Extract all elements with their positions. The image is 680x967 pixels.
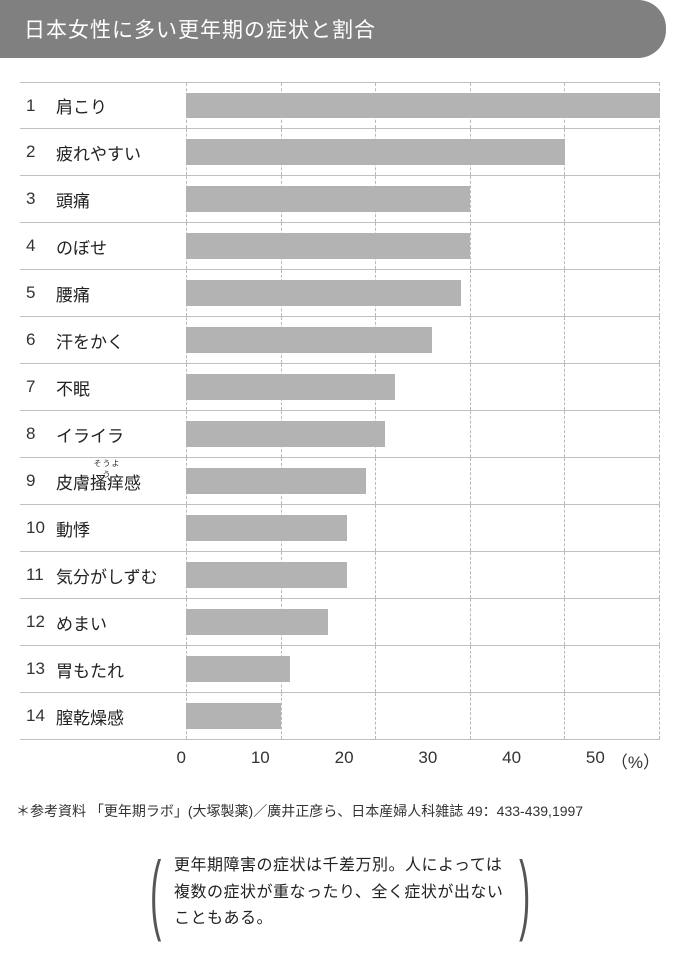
bar-zone [186,693,660,739]
paren-right-icon: ) [519,849,530,937]
bar-zone [186,317,660,363]
row-label: 肩こり [56,93,186,118]
bar-zone [186,223,660,269]
row-rank: 11 [20,565,56,585]
note-text: 更年期障害の症状は千差万別。人によっては複数の症状が重なったり、全く症状が出ない… [170,853,510,932]
row-label: 腰痛 [56,281,186,306]
bar-zone [186,129,660,175]
row-rank: 13 [20,659,56,679]
bar [186,703,281,729]
row-label: めまい [56,610,186,635]
table-row: 5腰痛 [20,270,660,317]
bar [186,186,470,212]
row-label: 皮膚そうよう搔痒感 [56,469,186,494]
bar-zone [186,83,660,128]
row-rank: 1 [20,96,56,116]
row-rank: 10 [20,518,56,538]
bar-zone [186,270,660,316]
table-row: 10動悸 [20,505,660,552]
bar [186,562,347,588]
row-rank: 6 [20,330,56,350]
row-rank: 4 [20,236,56,256]
row-rank: 3 [20,189,56,209]
row-rank: 5 [20,283,56,303]
bar [186,656,290,682]
row-label: 気分がしずむ [56,563,186,588]
bar [186,468,366,494]
table-row: 12めまい [20,599,660,646]
footnote: ＊参考資料 「更年期ラボ」(大塚製薬)／廣井正彦ら、日本産婦人科雑誌 49：43… [0,773,680,839]
x-axis-unit: （%） [605,748,660,773]
bar [186,374,395,400]
bar [186,421,385,447]
table-row: 2疲れやすい [20,129,660,176]
row-rank: 7 [20,377,56,397]
paren-left-icon: ( [150,849,161,937]
bar-zone [186,599,660,645]
row-rank: 9 [20,471,56,491]
table-row: 6汗をかく [20,317,660,364]
x-axis: 01020304050 （%） [20,740,660,773]
row-label: 胃もたれ [56,657,186,682]
row-rank: 8 [20,424,56,444]
chart-title: 日本女性に多い更年期の症状と割合 [0,0,666,58]
table-row: 13胃もたれ [20,646,660,693]
table-row: 1肩こり [20,82,660,129]
bar [186,280,461,306]
row-label: 汗をかく [56,328,186,353]
table-row: 11気分がしずむ [20,552,660,599]
note-box: ( 更年期障害の症状は千差万別。人によっては複数の症状が重なったり、全く症状が出… [0,839,680,967]
bar-zone [186,458,660,504]
row-label: 疲れやすい [56,140,186,165]
row-label: イライラ [56,422,186,447]
row-rank: 2 [20,142,56,162]
row-label: のぼせ [56,234,186,259]
table-row: 7不眠 [20,364,660,411]
table-row: 9皮膚そうよう搔痒感 [20,458,660,505]
chart-area: 1肩こり2疲れやすい3頭痛4のぼせ5腰痛6汗をかく7不眠8イライラ9皮膚そうよう… [0,82,680,773]
bar-zone [186,364,660,410]
bar [186,139,565,165]
row-label: 頭痛 [56,187,186,212]
x-axis-ticks: 01020304050 [186,748,605,773]
bar-zone [186,411,660,457]
bar-zone [186,646,660,692]
table-row: 14膣乾燥感 [20,693,660,740]
bar [186,93,660,118]
bar [186,327,432,353]
table-row: 8イライラ [20,411,660,458]
row-label: 動悸 [56,516,186,541]
row-label: 膣乾燥感 [56,704,186,729]
row-label: 不眠 [56,375,186,400]
table-row: 4のぼせ [20,223,660,270]
bar-zone [186,505,660,551]
table-row: 3頭痛 [20,176,660,223]
row-rank: 14 [20,706,56,726]
chart-container: 日本女性に多い更年期の症状と割合 1肩こり2疲れやすい3頭痛4のぼせ5腰痛6汗を… [0,0,680,967]
bar-zone [186,552,660,598]
row-rank: 12 [20,612,56,632]
bar [186,233,470,259]
bar-zone [186,176,660,222]
bar [186,515,347,541]
chart-rows: 1肩こり2疲れやすい3頭痛4のぼせ5腰痛6汗をかく7不眠8イライラ9皮膚そうよう… [20,82,660,740]
bar [186,609,328,635]
